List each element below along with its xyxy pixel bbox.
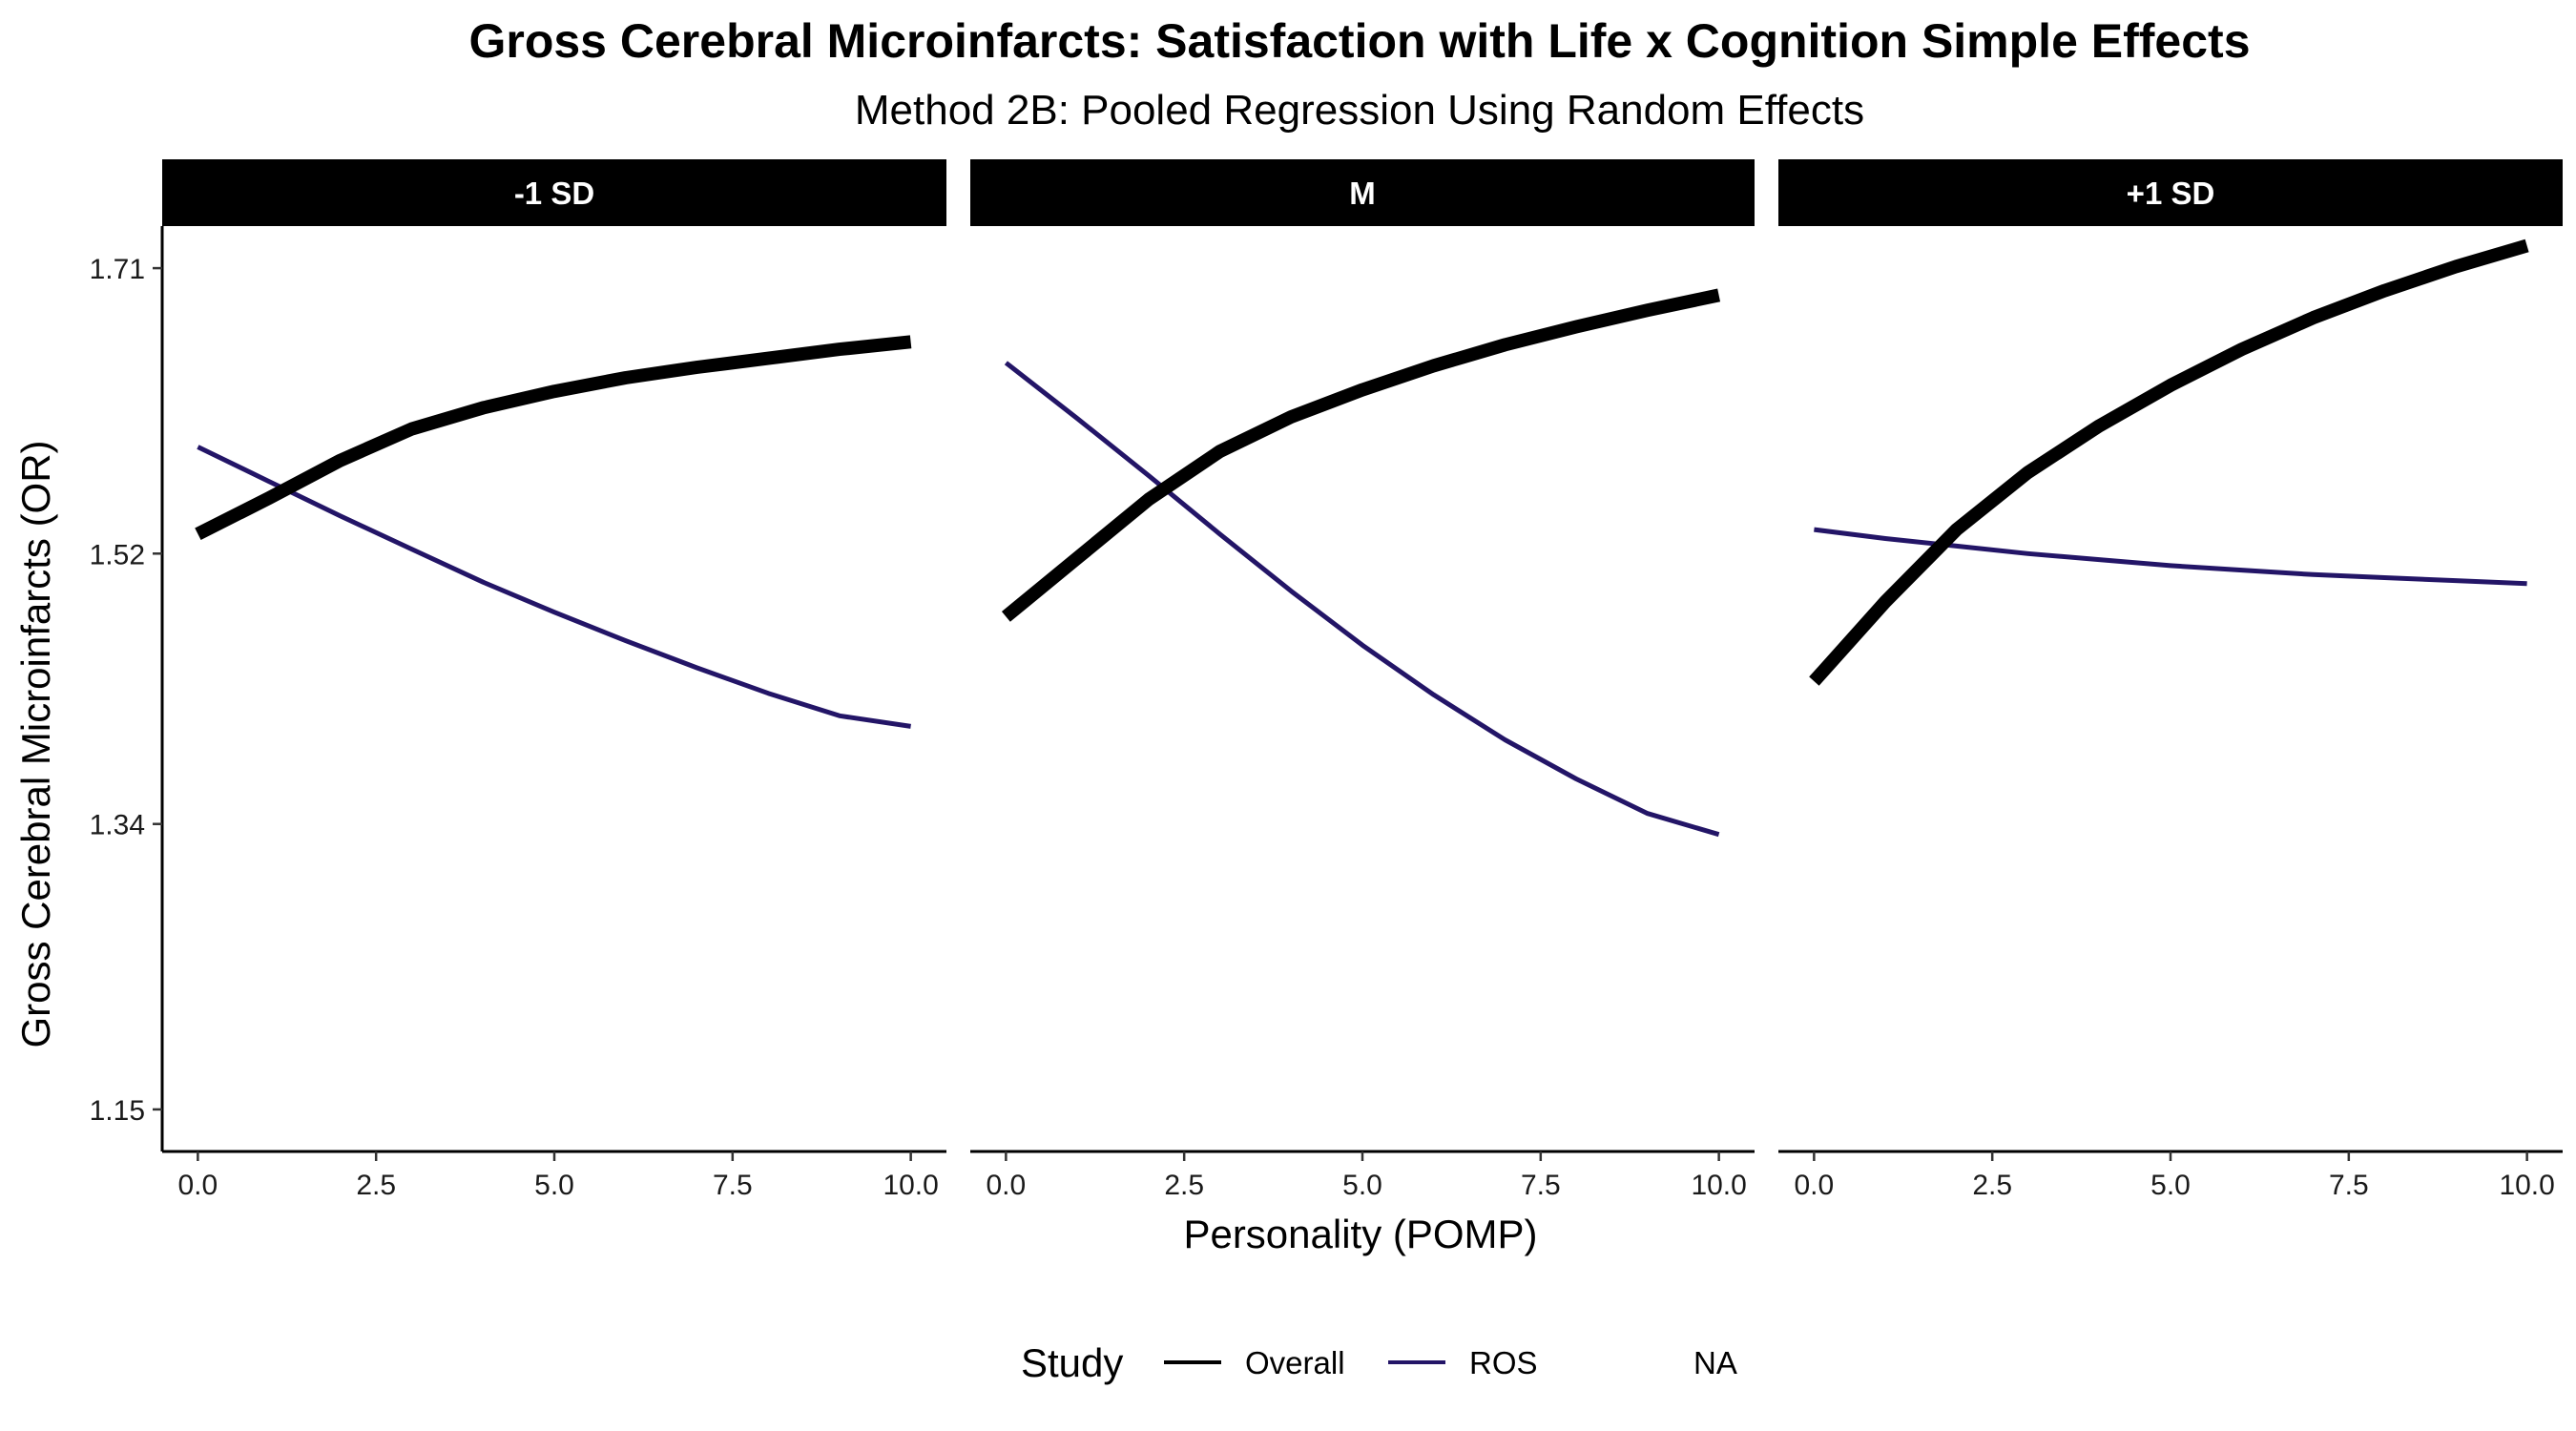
chart-title: Gross Cerebral Microinfarcts: Satisfacti… (468, 14, 2250, 68)
series-line-ros (1814, 527, 2527, 587)
x-tick-label: 10.0 (1691, 1170, 1746, 1201)
x-tick-label: 10.0 (883, 1170, 938, 1201)
x-tick-label: 7.5 (1521, 1170, 1561, 1201)
series-line-overall (1001, 288, 1721, 622)
y-axis-title: Gross Cerebral Microinfarcts (OR) (13, 440, 58, 1047)
y-tick-label: 1.71 (90, 254, 145, 285)
legend-label-ros: ROS (1469, 1345, 1538, 1380)
facet-strip (1778, 159, 2563, 226)
series-line-overall (195, 335, 912, 541)
x-tick-label: 2.5 (1164, 1170, 1204, 1201)
legend: Study Overall ROS NA (1021, 1340, 1737, 1385)
legend-label-overall: Overall (1245, 1345, 1345, 1380)
x-tick-label: 7.5 (2329, 1170, 2369, 1201)
series-line-overall (1809, 238, 2529, 686)
x-tick-label: 0.0 (178, 1170, 218, 1201)
facet-strip (162, 159, 946, 226)
legend-label-na: NA (1693, 1345, 1737, 1380)
chart-subtitle: Method 2B: Pooled Regression Using Rando… (855, 87, 1864, 134)
facet-panels: -1 SD 0.0 2.5 5.0 7.5 10.0 1.15 1.34 1.52 1.71 M 0.… (90, 159, 2563, 1201)
facet-strip-label: M (1349, 176, 1376, 211)
y-tick-label: 1.15 (90, 1095, 145, 1127)
x-axis-title: Personality (POMP) (1183, 1212, 1537, 1256)
x-tick-label: 2.5 (356, 1170, 396, 1201)
x-tick-label: 0.0 (987, 1170, 1027, 1201)
x-tick-label: 7.5 (713, 1170, 753, 1201)
facet-strip (970, 159, 1755, 226)
legend-title: Study (1021, 1340, 1123, 1385)
facet-strip-label: -1 SD (514, 176, 594, 211)
facet-strip-label: +1 SD (2127, 176, 2215, 211)
y-tick-label: 1.34 (90, 810, 145, 841)
x-tick-label: 0.0 (1795, 1170, 1835, 1201)
panel-2: +1 SD 0.0 2.5 5.0 7.5 10.0 (1778, 159, 2563, 1201)
panel-1: M 0.0 2.5 5.0 7.5 10.0 (970, 159, 1755, 1201)
panel-0: -1 SD 0.0 2.5 5.0 7.5 10.0 1.15 1.34 1.52 1.71 (90, 159, 946, 1201)
x-tick-label: 10.0 (2499, 1170, 2554, 1201)
series-line-ros (197, 445, 911, 729)
y-tick-label: 1.52 (90, 539, 145, 570)
series-line-ros (1004, 361, 1720, 838)
x-tick-label: 5.0 (1342, 1170, 1382, 1201)
x-tick-label: 5.0 (534, 1170, 574, 1201)
x-tick-label: 2.5 (1972, 1170, 2012, 1201)
x-tick-label: 5.0 (2150, 1170, 2191, 1201)
